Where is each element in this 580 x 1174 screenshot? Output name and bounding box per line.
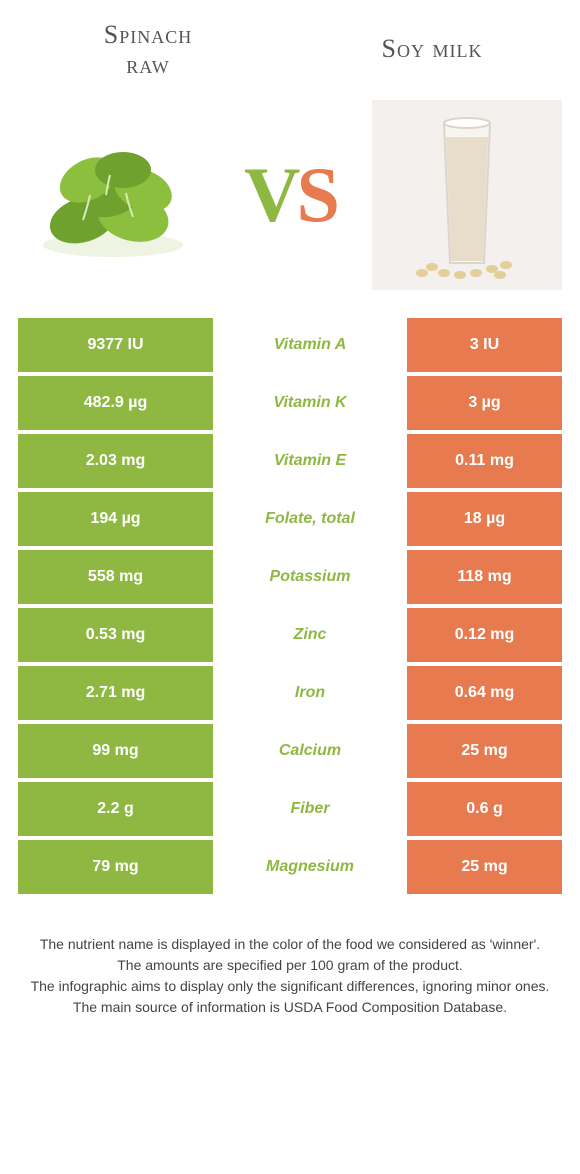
right-food-title: Soy milk	[332, 34, 532, 64]
left-value: 2.03 mg	[18, 434, 213, 488]
right-title-line1: Soy milk	[382, 34, 483, 63]
left-value: 79 mg	[18, 840, 213, 894]
nutrient-name: Potassium	[213, 550, 407, 604]
nutrient-row: 2.2 gFiber0.6 g	[18, 782, 562, 836]
left-value: 558 mg	[18, 550, 213, 604]
nutrient-name: Vitamin A	[213, 318, 407, 372]
left-value: 482.9 µg	[18, 376, 213, 430]
nutrient-row: 0.53 mgZinc0.12 mg	[18, 608, 562, 662]
right-food-image	[372, 100, 562, 290]
soymilk-icon	[382, 105, 552, 285]
left-title-line2: raw	[126, 50, 170, 79]
footer-notes: The nutrient name is displayed in the co…	[18, 934, 562, 1018]
right-value: 0.64 mg	[407, 666, 562, 720]
footer-line: The amounts are specified per 100 gram o…	[28, 955, 552, 976]
footer-line: The infographic aims to display only the…	[28, 976, 552, 997]
right-value: 3 IU	[407, 318, 562, 372]
image-vs-row: VS	[18, 100, 562, 290]
left-title-line1: Spinach	[104, 20, 192, 49]
nutrient-name: Iron	[213, 666, 407, 720]
left-value: 9377 IU	[18, 318, 213, 372]
nutrient-row: 482.9 µgVitamin K3 µg	[18, 376, 562, 430]
nutrient-name: Folate, total	[213, 492, 407, 546]
vs-v: V	[244, 150, 296, 240]
left-value: 99 mg	[18, 724, 213, 778]
left-food-image	[18, 100, 208, 290]
nutrient-row: 2.03 mgVitamin E0.11 mg	[18, 434, 562, 488]
nutrient-name: Vitamin E	[213, 434, 407, 488]
right-value: 25 mg	[407, 724, 562, 778]
left-value: 2.2 g	[18, 782, 213, 836]
nutrient-row: 558 mgPotassium118 mg	[18, 550, 562, 604]
nutrient-name: Zinc	[213, 608, 407, 662]
left-food-title: Spinach raw	[48, 20, 248, 80]
nutrient-name: Magnesium	[213, 840, 407, 894]
nutrient-row: 99 mgCalcium25 mg	[18, 724, 562, 778]
right-value: 0.6 g	[407, 782, 562, 836]
nutrient-row: 9377 IUVitamin A3 IU	[18, 318, 562, 372]
footer-line: The nutrient name is displayed in the co…	[28, 934, 552, 955]
right-value: 0.12 mg	[407, 608, 562, 662]
right-value: 25 mg	[407, 840, 562, 894]
nutrient-name: Vitamin K	[213, 376, 407, 430]
nutrient-table: 9377 IUVitamin A3 IU482.9 µgVitamin K3 µ…	[18, 318, 562, 894]
vs-label: VS	[244, 150, 336, 240]
right-value: 118 mg	[407, 550, 562, 604]
left-value: 194 µg	[18, 492, 213, 546]
right-value: 18 µg	[407, 492, 562, 546]
right-value: 3 µg	[407, 376, 562, 430]
nutrient-row: 194 µgFolate, total18 µg	[18, 492, 562, 546]
nutrient-name: Calcium	[213, 724, 407, 778]
vs-s: S	[296, 150, 335, 240]
left-value: 2.71 mg	[18, 666, 213, 720]
nutrient-row: 79 mgMagnesium25 mg	[18, 840, 562, 894]
right-value: 0.11 mg	[407, 434, 562, 488]
spinach-icon	[28, 125, 198, 265]
footer-line: The main source of information is USDA F…	[28, 997, 552, 1018]
nutrient-row: 2.71 mgIron0.64 mg	[18, 666, 562, 720]
header: Spinach raw Soy milk	[18, 20, 562, 80]
nutrient-name: Fiber	[213, 782, 407, 836]
left-value: 0.53 mg	[18, 608, 213, 662]
